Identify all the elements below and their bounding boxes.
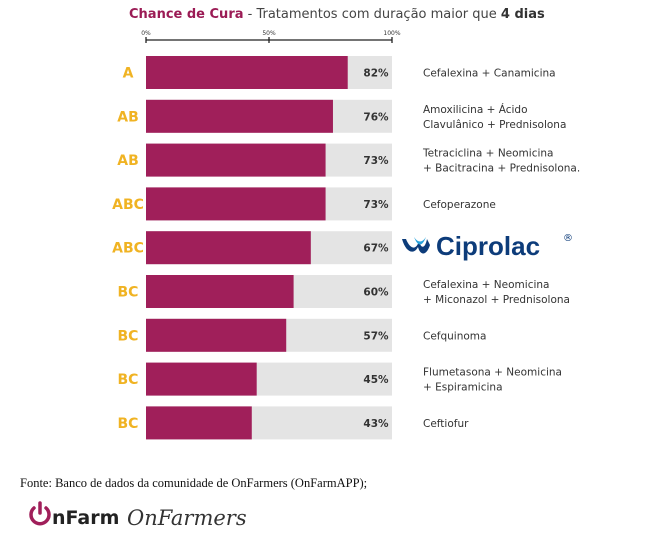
group-label: AB — [117, 153, 139, 169]
bar — [146, 56, 348, 89]
bar — [146, 99, 333, 133]
bar — [146, 231, 311, 265]
value-label: 57% — [363, 330, 389, 342]
onfarm-wordmark: nFarm — [52, 507, 119, 529]
value-label: 73% — [363, 155, 389, 167]
treatment-label: Ceftiofur — [423, 418, 469, 430]
bar — [146, 406, 252, 440]
treatment-label: Cefquinoma — [423, 330, 486, 342]
chart-title-highlight: Chance de Cura — [129, 7, 244, 22]
bar — [146, 362, 257, 396]
group-label: ABC — [112, 197, 144, 213]
group-label: AB — [117, 109, 139, 125]
source-note: Fonte: Banco de dados da comunidade de O… — [20, 476, 368, 490]
value-label: 43% — [363, 418, 389, 430]
ciprolac-wave-icon — [402, 237, 430, 254]
treatment-label: + Espiramicina — [423, 382, 503, 394]
group-label: A — [123, 66, 134, 82]
bar — [146, 187, 326, 221]
onfarm-logo: nFarm — [29, 501, 119, 529]
group-label: BC — [118, 285, 139, 301]
value-label: 76% — [363, 111, 389, 123]
ciprolac-logo: Ciprolac ® — [402, 231, 573, 261]
treatment-label: Amoxilicina + Ácido — [423, 103, 528, 116]
onfarmers-wordmark: OnFarmers — [127, 506, 247, 530]
chart-title-middle: - Tratamentos com duração maior que — [243, 7, 501, 22]
bar-chart: 0% 50% 100% A 82% Cefalexina + Canamicina AB 76… — [112, 30, 580, 440]
value-label: 82% — [363, 68, 389, 80]
registered-mark: ® — [563, 233, 573, 244]
onfarmers-logo: OnFarmers — [127, 506, 247, 530]
value-label: 60% — [363, 287, 389, 299]
group-label: BC — [118, 416, 139, 432]
treatment-label: + Miconazol + Prednisolona — [423, 294, 570, 306]
bar — [146, 318, 287, 352]
x-tick-label: 100% — [383, 30, 400, 37]
value-label: 67% — [363, 243, 389, 255]
treatment-label: Cefalexina + Canamicina — [423, 68, 556, 80]
value-label: 45% — [363, 374, 389, 386]
group-label: BC — [118, 372, 139, 388]
chart-title-bold: 4 dias — [500, 7, 545, 22]
power-icon — [29, 501, 51, 526]
treatment-label: Cefoperazone — [423, 199, 496, 211]
value-label: 73% — [363, 199, 389, 211]
treatment-label: Clavulânico + Prednisolona — [423, 119, 566, 131]
bar — [146, 143, 326, 177]
treatment-label: + Bacitracina + Prednisolona. — [423, 163, 580, 175]
x-tick-label: 50% — [262, 30, 276, 37]
bar — [146, 275, 294, 308]
group-label: ABC — [112, 241, 144, 257]
x-tick-label: 0% — [141, 30, 151, 37]
treatment-label: Cefalexina + Neomicina — [423, 279, 549, 291]
ciprolac-wordmark: Ciprolac — [436, 231, 540, 261]
treatment-label: Tetraciclina + Neomicina — [422, 148, 553, 160]
group-label: BC — [118, 328, 139, 344]
treatment-label: Flumetasona + Neomicina — [423, 367, 562, 379]
chart-title: Chance de Cura - Tratamentos com duração… — [129, 7, 545, 22]
